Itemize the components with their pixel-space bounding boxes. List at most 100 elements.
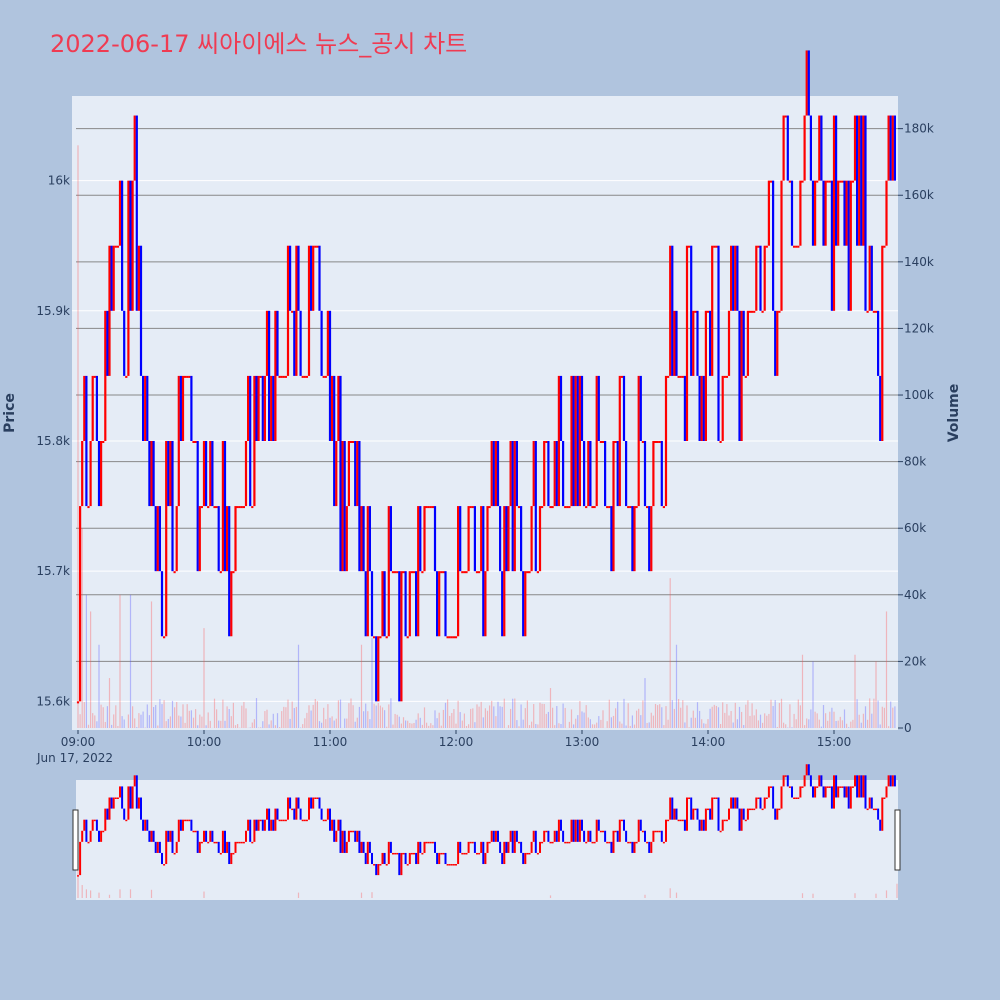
candle: [251, 506, 254, 509]
candle: [238, 506, 241, 509]
candle: [755, 245, 758, 311]
candle: [889, 115, 892, 181]
candle: [648, 506, 651, 572]
mini-candle: [465, 852, 468, 855]
mini-volume-bar: [81, 885, 83, 898]
candle: [366, 506, 369, 637]
volume-bar: [751, 703, 753, 728]
volume-tick-label: 0: [904, 721, 912, 735]
mini-candle: [497, 830, 499, 842]
volume-bar: [747, 700, 749, 728]
mini-candle: [482, 841, 485, 865]
volume-bar: [138, 713, 140, 728]
candle: [526, 571, 529, 574]
mini-candle: [633, 841, 636, 853]
mini-candle: [490, 830, 493, 842]
candle: [797, 245, 800, 248]
volume-bar: [636, 710, 638, 728]
volume-bar: [579, 700, 581, 728]
candle: [228, 506, 231, 637]
volume-bar: [890, 701, 892, 728]
candle: [352, 440, 355, 443]
candle: [711, 245, 714, 376]
volume-bar: [218, 720, 220, 728]
mini-candle: [274, 808, 277, 831]
candle: [471, 506, 474, 509]
mini-candle: [851, 786, 854, 788]
volume-bar: [570, 709, 573, 728]
candle: [379, 636, 382, 639]
mini-candle: [734, 797, 737, 809]
range-slider-handle-left[interactable]: [72, 809, 79, 871]
volume-bar: [289, 718, 291, 728]
mini-candle: [629, 841, 632, 844]
mini-candle: [486, 841, 489, 853]
candle: [830, 180, 833, 311]
candle: [301, 375, 304, 378]
volume-bar: [694, 717, 696, 728]
candle: [478, 571, 481, 574]
candle: [675, 310, 678, 376]
mini-candle: [824, 786, 827, 798]
mini-candle: [270, 819, 273, 831]
volume-bar: [869, 698, 871, 728]
candle: [748, 310, 752, 313]
volume-bar: [644, 678, 646, 728]
candle: [89, 440, 92, 507]
mini-candle: [746, 808, 749, 820]
mini-candle: [356, 830, 359, 842]
mini-candle: [728, 808, 730, 820]
mini-candle: [329, 808, 331, 831]
mini-candle: [665, 819, 667, 842]
candle: [881, 245, 884, 441]
candle: [438, 571, 441, 637]
candle: [662, 506, 665, 509]
volume-tick-label: 20k: [904, 654, 926, 668]
candle: [232, 571, 235, 574]
candle: [515, 440, 518, 507]
mini-candle: [301, 819, 304, 822]
candle: [832, 115, 836, 311]
mini-candle: [354, 830, 357, 842]
candle: [757, 245, 760, 248]
mini-candle: [444, 852, 447, 865]
volume-bar: [373, 703, 375, 728]
volume-bar: [835, 720, 837, 728]
candle: [784, 115, 787, 118]
mini-candle: [200, 841, 203, 844]
mini-candle: [650, 841, 653, 853]
mini-candle: [671, 797, 674, 820]
candle: [127, 180, 130, 376]
volume-bar: [617, 701, 619, 728]
candle: [475, 571, 479, 574]
volume-bar: [846, 723, 848, 728]
volume-bar: [402, 717, 405, 728]
mini-candle: [879, 819, 882, 831]
volume-bar: [253, 719, 255, 728]
mini-candle: [818, 775, 821, 787]
volume-bar: [568, 721, 570, 728]
volume-bar: [724, 712, 726, 728]
range-slider[interactable]: [76, 780, 898, 900]
mini-candle: [324, 819, 327, 822]
candle: [765, 245, 768, 248]
volume-bar: [171, 700, 174, 728]
mini-candle: [131, 786, 134, 809]
range-slider-handle-right[interactable]: [894, 809, 901, 871]
mini-candle: [774, 808, 777, 820]
volume-bar: [537, 724, 539, 728]
mini-candle: [375, 864, 378, 876]
candle: [167, 440, 170, 507]
mini-volume-bar: [885, 890, 888, 898]
mini-candle: [387, 841, 390, 865]
candle: [171, 440, 174, 572]
mini-candle: [713, 797, 716, 800]
volume-bar: [213, 698, 216, 728]
candle: [583, 440, 586, 507]
mini-candle: [171, 830, 174, 853]
volume-tick-label: 180k: [904, 122, 934, 136]
volume-bar: [293, 708, 295, 728]
price-tick-label: 15.9k: [36, 304, 70, 318]
volume-bar: [182, 704, 184, 728]
candle: [389, 506, 392, 572]
